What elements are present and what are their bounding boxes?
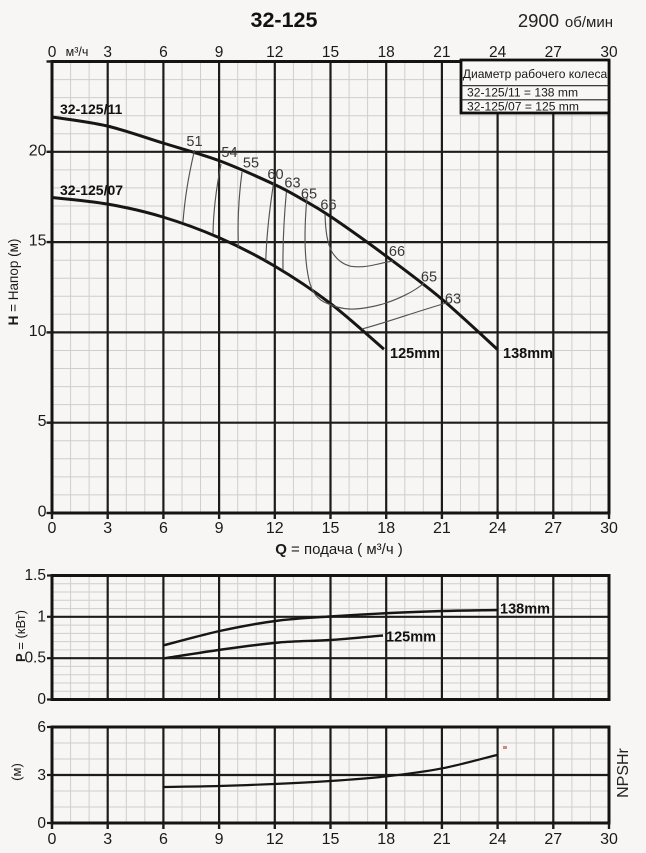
svg-text:32-125/07 = 125 mm: 32-125/07 = 125 mm bbox=[467, 100, 579, 114]
svg-text:30: 30 bbox=[600, 831, 618, 848]
svg-text:9: 9 bbox=[215, 831, 224, 848]
svg-text:60: 60 bbox=[267, 167, 283, 183]
svg-text:138mm: 138mm bbox=[503, 346, 553, 362]
svg-text:1: 1 bbox=[37, 608, 46, 625]
svg-text:0: 0 bbox=[48, 520, 57, 537]
svg-text:66: 66 bbox=[320, 198, 336, 214]
svg-text:54: 54 bbox=[221, 145, 237, 161]
svg-text:6: 6 bbox=[159, 831, 168, 848]
svg-text:P = (кВт): P = (кВт) bbox=[13, 610, 28, 662]
svg-text:9: 9 bbox=[215, 520, 224, 537]
svg-text:Q = подача ( м³/ч ): Q = подача ( м³/ч ) bbox=[275, 541, 403, 558]
svg-text:27: 27 bbox=[544, 520, 562, 537]
svg-text:21: 21 bbox=[433, 44, 450, 61]
svg-text:Диаметр рабочего колеса: Диаметр рабочего колеса bbox=[463, 67, 608, 81]
svg-text:32-125/07: 32-125/07 bbox=[60, 182, 123, 198]
svg-text:м³/ч: м³/ч bbox=[66, 45, 89, 59]
svg-text:15: 15 bbox=[322, 44, 339, 61]
svg-text:32-125/11 = 138 mm: 32-125/11 = 138 mm bbox=[467, 86, 578, 100]
svg-text:6: 6 bbox=[37, 719, 46, 736]
svg-text:9: 9 bbox=[215, 44, 224, 61]
svg-text:55: 55 bbox=[243, 156, 259, 172]
svg-text:0: 0 bbox=[37, 815, 46, 832]
svg-text:3: 3 bbox=[103, 831, 112, 848]
svg-text:24: 24 bbox=[489, 520, 507, 537]
svg-text:6: 6 bbox=[159, 44, 168, 61]
svg-text:15: 15 bbox=[322, 520, 340, 537]
svg-text:24: 24 bbox=[489, 44, 507, 61]
svg-text:3: 3 bbox=[103, 44, 112, 61]
svg-text:0: 0 bbox=[48, 831, 57, 848]
svg-text:12: 12 bbox=[266, 520, 284, 537]
svg-text:27: 27 bbox=[545, 44, 562, 61]
svg-text:3: 3 bbox=[37, 767, 46, 784]
svg-text:12: 12 bbox=[266, 44, 283, 61]
svg-text:138mm: 138mm bbox=[500, 602, 550, 618]
svg-text:21: 21 bbox=[433, 831, 451, 848]
svg-text:51: 51 bbox=[186, 134, 202, 150]
svg-text:NPSHr: NPSHr bbox=[615, 747, 632, 797]
svg-text:6: 6 bbox=[159, 520, 168, 537]
svg-text:12: 12 bbox=[266, 831, 284, 848]
svg-text:15: 15 bbox=[29, 233, 47, 250]
svg-text:21: 21 bbox=[433, 520, 451, 537]
svg-text:0: 0 bbox=[38, 504, 47, 521]
svg-text:32-125: 32-125 bbox=[251, 8, 318, 32]
svg-text:30: 30 bbox=[600, 520, 618, 537]
svg-text:15: 15 bbox=[322, 831, 340, 848]
svg-text:125mm: 125mm bbox=[386, 630, 436, 646]
svg-text:63: 63 bbox=[284, 176, 300, 192]
svg-text:(м): (м) bbox=[9, 763, 24, 781]
svg-text:65: 65 bbox=[421, 270, 437, 286]
svg-text:32-125/11: 32-125/11 bbox=[60, 101, 122, 117]
svg-text:0: 0 bbox=[48, 44, 57, 61]
svg-text:18: 18 bbox=[378, 44, 395, 61]
svg-text:20: 20 bbox=[29, 142, 47, 159]
svg-text:125mm: 125mm bbox=[390, 346, 440, 362]
svg-text:0: 0 bbox=[37, 691, 46, 708]
svg-text:30: 30 bbox=[600, 44, 618, 61]
svg-text:0.5: 0.5 bbox=[24, 650, 46, 667]
svg-text:5: 5 bbox=[38, 413, 47, 430]
svg-text:27: 27 bbox=[544, 831, 562, 848]
svg-text:18: 18 bbox=[377, 520, 395, 537]
svg-text:об/мин: об/мин bbox=[565, 14, 613, 31]
svg-text:3: 3 bbox=[103, 520, 112, 537]
svg-text:1.5: 1.5 bbox=[24, 567, 46, 584]
svg-text:65: 65 bbox=[301, 187, 317, 203]
svg-text:18: 18 bbox=[377, 831, 395, 848]
svg-text:24: 24 bbox=[489, 831, 507, 848]
svg-text:H = Напор (м): H = Напор (м) bbox=[6, 239, 21, 326]
svg-text:63: 63 bbox=[445, 292, 461, 308]
svg-text:2900: 2900 bbox=[518, 10, 559, 31]
svg-text:10: 10 bbox=[29, 323, 47, 340]
svg-text:66: 66 bbox=[389, 244, 405, 260]
